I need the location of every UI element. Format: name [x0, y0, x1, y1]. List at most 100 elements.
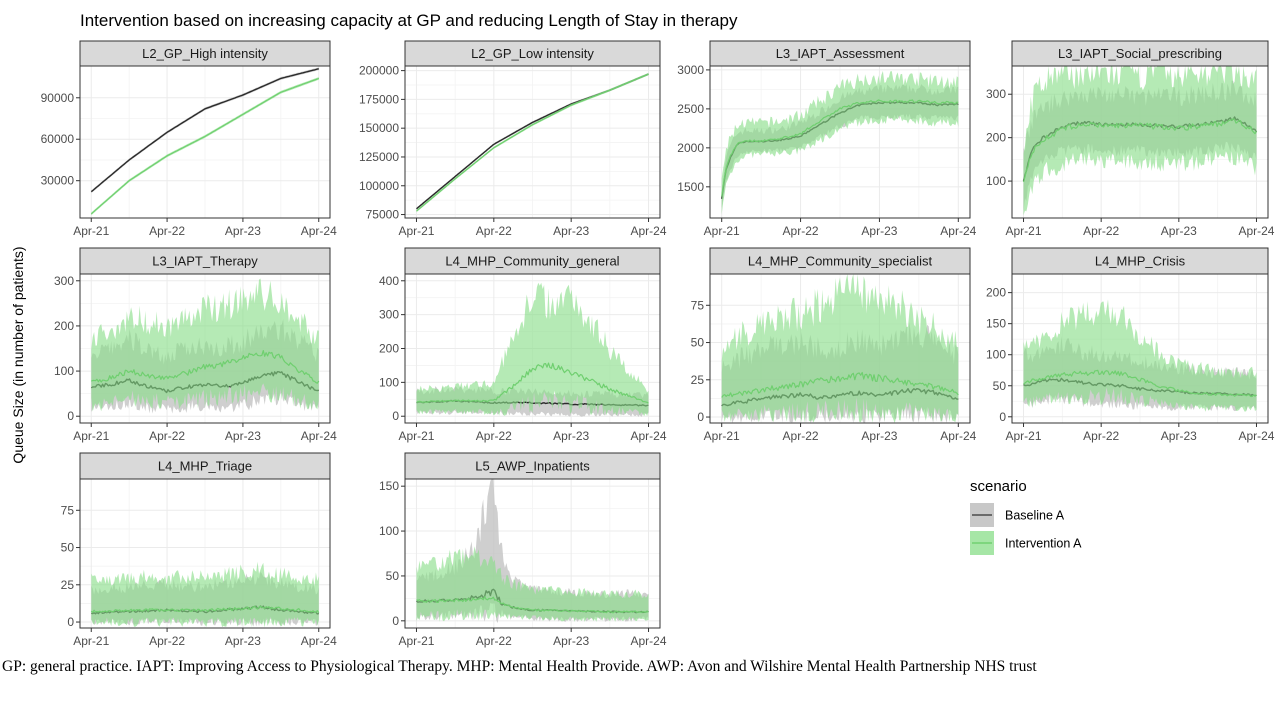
line-intervention-a — [90, 605, 320, 614]
facet-strip-label: L3_IAPT_Assessment — [776, 46, 905, 61]
y-tick-label: 2000 — [677, 141, 704, 155]
x-tick-label: Apr-22 — [476, 634, 512, 648]
band-intervention-a — [416, 282, 649, 417]
y-tick-label: 200 — [54, 319, 74, 333]
facet-strip-label: L3_IAPT_Social_prescribing — [1058, 46, 1222, 61]
y-tick-label: 100 — [986, 348, 1006, 362]
x-tick-label: Apr-24 — [1238, 224, 1274, 238]
x-tick-label: Apr-22 — [1083, 224, 1119, 238]
panel-l3-iapt-assessment: L3_IAPT_Assessment Apr-21 Apr-22 Apr-23 Apr-… — [677, 40, 977, 238]
y-tick-label: 100 — [986, 174, 1006, 188]
facet-strip — [404, 40, 661, 67]
y-tick-label: 0 — [697, 410, 704, 424]
facet-strip — [1011, 40, 1269, 67]
y-tick-label: 200 — [986, 131, 1006, 145]
band-intervention-a — [721, 274, 959, 423]
facet-strip-label: L4_MHP_Crisis — [1095, 254, 1186, 269]
x-tick-label: Apr-22 — [783, 224, 819, 238]
x-tick-label: Apr-21 — [704, 429, 740, 443]
y-tick-label: 200000 — [359, 64, 399, 78]
facet-strip-label: L5_AWP_Inpatients — [475, 459, 590, 474]
y-tick-label: 300 — [54, 274, 74, 288]
y-tick-label: 50 — [61, 541, 75, 555]
y-tick-label: 0 — [999, 410, 1006, 424]
figure-title: Intervention based on increasing capacit… — [80, 11, 738, 30]
y-tick-label: 0 — [67, 409, 74, 423]
y-tick-label: 150000 — [359, 121, 399, 135]
y-tick-label: 125000 — [359, 150, 399, 164]
facet-strip — [79, 40, 331, 67]
x-tick-label: Apr-24 — [631, 429, 667, 443]
x-tick-label: Apr-22 — [476, 429, 512, 443]
x-tick-label: Apr-23 — [861, 429, 897, 443]
panel-l4-mhp-community-specialist: L4_MHP_Community_specialist Apr-21 Apr-22 A… — [691, 247, 977, 443]
y-tick-label: 0 — [392, 614, 399, 628]
line-intervention-a — [1022, 118, 1258, 183]
y-tick-label: 25 — [61, 578, 75, 592]
x-tick-label: Apr-21 — [398, 224, 434, 238]
x-tick-label: Apr-23 — [225, 224, 261, 238]
y-tick-label: 100 — [379, 375, 399, 389]
band-intervention-a — [91, 278, 319, 412]
facet-strip-label: L4_MHP_Triage — [158, 459, 252, 474]
panel-l4-mhp-community-general: L4_MHP_Community_general Apr-21 Apr-22 Apr-… — [379, 247, 667, 443]
plot-border — [404, 478, 661, 629]
line-intervention-a — [416, 73, 649, 212]
legend-item-baseline-a: Baseline A — [970, 503, 1065, 527]
x-tick-label: Apr-21 — [73, 634, 109, 648]
x-tick-label: Apr-21 — [398, 634, 434, 648]
x-tick-label: Apr-24 — [1238, 429, 1274, 443]
x-tick-label: Apr-23 — [225, 634, 261, 648]
band-intervention-a — [1023, 66, 1257, 216]
facet-strip-label: L2_GP_High intensity — [142, 46, 268, 61]
line-intervention-a — [90, 77, 320, 215]
line-intervention-a — [721, 371, 959, 398]
x-tick-label: Apr-21 — [704, 224, 740, 238]
y-tick-label: 3000 — [677, 63, 704, 77]
y-tick-label: 150 — [986, 317, 1006, 331]
x-tick-label: Apr-23 — [553, 429, 589, 443]
plot-border — [79, 65, 331, 219]
y-tick-label: 30000 — [41, 174, 75, 188]
plot-border — [1011, 65, 1269, 219]
plot-border — [709, 273, 971, 424]
x-tick-label: Apr-22 — [1083, 429, 1119, 443]
x-tick-label: Apr-24 — [631, 224, 667, 238]
legend-items: Baseline A Intervention A — [970, 503, 1082, 555]
x-tick-label: Apr-22 — [149, 429, 185, 443]
y-tick-label: 200 — [379, 342, 399, 356]
panel-l4-mhp-triage: L4_MHP_Triage Apr-21 Apr-22 Apr-23 Apr-24 0 25… — [61, 452, 337, 648]
band-intervention-a — [721, 71, 959, 215]
facet-strip-label: L4_MHP_Community_specialist — [748, 254, 933, 269]
x-tick-label: Apr-21 — [1006, 429, 1042, 443]
y-tick-label: 100 — [379, 524, 399, 538]
y-tick-label: 75 — [691, 298, 705, 312]
y-tick-label: 90000 — [41, 91, 75, 105]
facet-strip — [404, 452, 661, 480]
y-tick-label: 300 — [986, 87, 1006, 101]
y-tick-label: 0 — [392, 409, 399, 423]
panel-l4-mhp-crisis: L4_MHP_Crisis Apr-21 Apr-22 Apr-23 Apr-24 0 50… — [986, 247, 1275, 443]
x-tick-label: Apr-23 — [553, 224, 589, 238]
x-tick-label: Apr-22 — [476, 224, 512, 238]
x-tick-label: Apr-24 — [301, 224, 337, 238]
facet-panels: L2_GP_High intensity Apr-21 Apr-22 Apr-23 Ap… — [41, 40, 1275, 648]
y-tick-label: 0 — [67, 615, 74, 629]
gridlines — [405, 66, 660, 218]
y-tick-label: 25 — [691, 373, 705, 387]
line-intervention-a — [416, 362, 649, 404]
y-tick-label: 150 — [379, 479, 399, 493]
y-tick-label: 300 — [379, 308, 399, 322]
y-tick-label: 75 — [61, 503, 75, 517]
band-intervention-a — [1023, 299, 1257, 412]
legend-item-label: Intervention A — [1005, 537, 1082, 551]
facet-strip — [709, 247, 971, 275]
plot-border — [709, 65, 971, 219]
line-intervention-a — [1023, 369, 1257, 398]
legend-title: scenario — [970, 478, 1027, 495]
y-axis-label: Queue Size (in number of patients) — [10, 246, 26, 463]
x-tick-label: Apr-21 — [73, 224, 109, 238]
x-tick-label: Apr-21 — [1006, 224, 1042, 238]
panel-l2-gp-low-intensity: L2_GP_Low intensity Apr-21 Apr-22 Apr-23 Apr… — [359, 40, 667, 238]
